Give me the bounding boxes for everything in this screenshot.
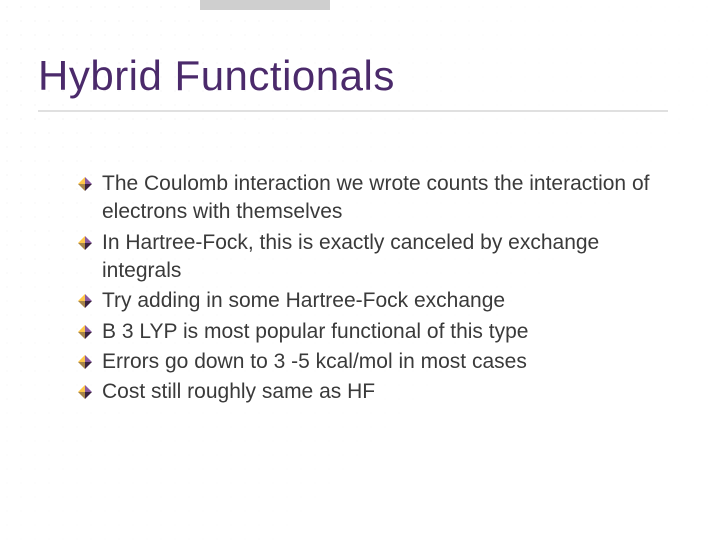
bullet-row: Errors go down to 3 -5 kcal/mol in most … — [78, 348, 668, 376]
slide: Hybrid Functionals The Coulomb interacti… — [0, 0, 720, 540]
bullet-text: In Hartree-Fock, this is exactly cancele… — [102, 229, 668, 286]
bullet-text: Try adding in some Hartree-Fock exchange — [102, 287, 505, 315]
diamond-bullet-icon — [78, 177, 92, 191]
bullet-text: B 3 LYP is most popular functional of th… — [102, 318, 528, 346]
bullet-row: In Hartree-Fock, this is exactly cancele… — [78, 229, 668, 286]
diamond-bullet-icon — [78, 385, 92, 399]
bullet-row: The Coulomb interaction we wrote counts … — [78, 170, 668, 227]
diamond-bullet-icon — [78, 325, 92, 339]
bullet-text: The Coulomb interaction we wrote counts … — [102, 170, 668, 227]
bullet-row: B 3 LYP is most popular functional of th… — [78, 318, 668, 346]
diamond-bullet-icon — [78, 294, 92, 308]
diamond-bullet-icon — [78, 355, 92, 369]
bullet-text: Errors go down to 3 -5 kcal/mol in most … — [102, 348, 527, 376]
slide-title: Hybrid Functionals — [38, 52, 668, 112]
slide-body: The Coulomb interaction we wrote counts … — [78, 170, 668, 409]
bullet-row: Cost still roughly same as HF — [78, 378, 668, 406]
bullet-text: Cost still roughly same as HF — [102, 378, 375, 406]
top-stub-decoration — [200, 0, 330, 10]
diamond-bullet-icon — [78, 236, 92, 250]
bullet-row: Try adding in some Hartree-Fock exchange — [78, 287, 668, 315]
